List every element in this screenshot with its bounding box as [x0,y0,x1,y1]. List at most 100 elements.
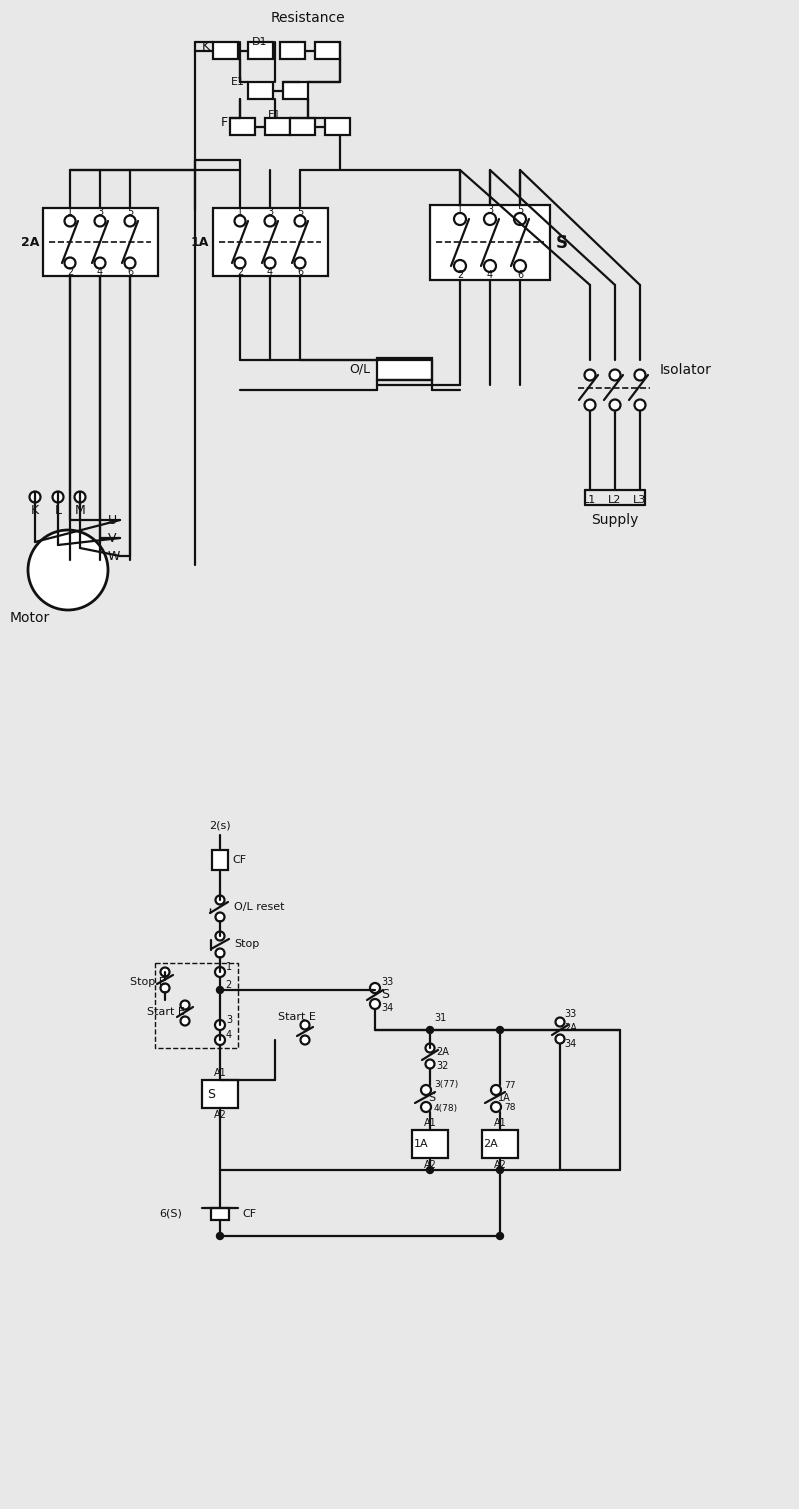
Circle shape [300,1035,309,1044]
Circle shape [74,492,85,502]
Circle shape [514,260,526,272]
Text: Supply: Supply [591,513,638,527]
Circle shape [484,213,496,225]
Text: L1: L1 [583,495,597,506]
Text: 3: 3 [226,1016,233,1025]
Circle shape [30,492,41,502]
Text: 3: 3 [97,207,103,217]
Text: CF: CF [242,1209,256,1219]
Text: A1: A1 [494,1118,507,1129]
Text: K: K [202,41,210,53]
Bar [248,81,273,100]
Bar [377,358,432,380]
Circle shape [514,213,526,225]
Text: 1A: 1A [498,1093,511,1103]
Text: 34: 34 [564,1040,576,1049]
Circle shape [421,1085,431,1096]
Bar [230,118,255,134]
Circle shape [161,967,169,976]
Circle shape [300,1020,309,1029]
Circle shape [427,1166,434,1174]
Bar [482,1130,518,1157]
Text: 4: 4 [97,267,103,278]
Text: W: W [108,549,121,563]
Text: 1A: 1A [191,235,209,249]
Text: 3(77): 3(77) [434,1080,459,1089]
Bar [290,118,315,134]
Text: 1: 1 [457,205,463,214]
Text: D1: D1 [252,38,268,47]
Text: 1: 1 [226,963,233,972]
Text: 2A: 2A [436,1047,449,1056]
Text: 6: 6 [127,267,133,278]
Circle shape [496,1233,503,1239]
Text: Motor: Motor [10,611,50,625]
Circle shape [484,260,496,272]
Circle shape [634,370,646,380]
Text: S: S [207,1088,215,1100]
Text: Resistance: Resistance [271,11,345,26]
Bar [325,118,350,134]
Circle shape [370,999,380,1010]
Text: 4: 4 [487,270,493,281]
Text: A1: A1 [423,1118,436,1129]
Text: F1: F1 [268,110,281,121]
Text: 33: 33 [381,976,393,987]
Bar [43,208,158,276]
Circle shape [295,258,305,269]
Text: 2A: 2A [564,1023,577,1034]
Text: Stop E: Stop E [130,976,165,987]
Circle shape [555,1035,565,1044]
Text: A2: A2 [423,1160,436,1169]
Bar [213,208,328,276]
Bar [202,1080,238,1108]
Circle shape [216,895,225,904]
Text: 2: 2 [67,267,74,278]
Circle shape [264,216,276,226]
Circle shape [65,216,75,226]
Text: 77: 77 [504,1080,515,1089]
Text: 34: 34 [381,1003,393,1013]
Text: O/L: O/L [349,362,370,376]
Text: Stop: Stop [234,939,259,949]
Bar [248,42,273,59]
Circle shape [217,1233,224,1239]
Circle shape [610,370,621,380]
Text: L: L [54,504,62,516]
Circle shape [215,1020,225,1031]
Circle shape [372,987,379,993]
Circle shape [125,216,136,226]
Circle shape [491,1085,501,1096]
Bar [430,205,550,281]
Circle shape [216,931,225,940]
Text: 4(78): 4(78) [434,1103,458,1112]
Circle shape [496,1166,503,1174]
Text: 5: 5 [517,205,523,214]
Text: F: F [221,116,228,128]
Text: 31: 31 [434,1013,447,1023]
Text: L2: L2 [608,495,622,506]
Text: A2: A2 [213,1111,226,1120]
Circle shape [215,967,225,976]
Circle shape [264,258,276,269]
Text: 3: 3 [267,207,273,217]
Circle shape [215,1035,225,1046]
Circle shape [427,1026,434,1034]
Circle shape [295,216,305,226]
Text: Isolator: Isolator [660,364,712,377]
Text: 2A: 2A [21,235,39,249]
Bar [265,118,290,134]
Text: CF: CF [232,856,246,865]
Circle shape [454,213,466,225]
Text: L3: L3 [634,495,646,506]
Text: 1A: 1A [414,1139,428,1148]
Text: 4: 4 [267,267,273,278]
Text: V: V [108,531,117,545]
Circle shape [216,949,225,958]
Text: 3: 3 [487,205,493,214]
Text: M: M [74,504,85,516]
Bar [212,850,228,871]
Circle shape [370,982,380,993]
Text: 78: 78 [504,1103,515,1112]
Circle shape [610,400,621,410]
